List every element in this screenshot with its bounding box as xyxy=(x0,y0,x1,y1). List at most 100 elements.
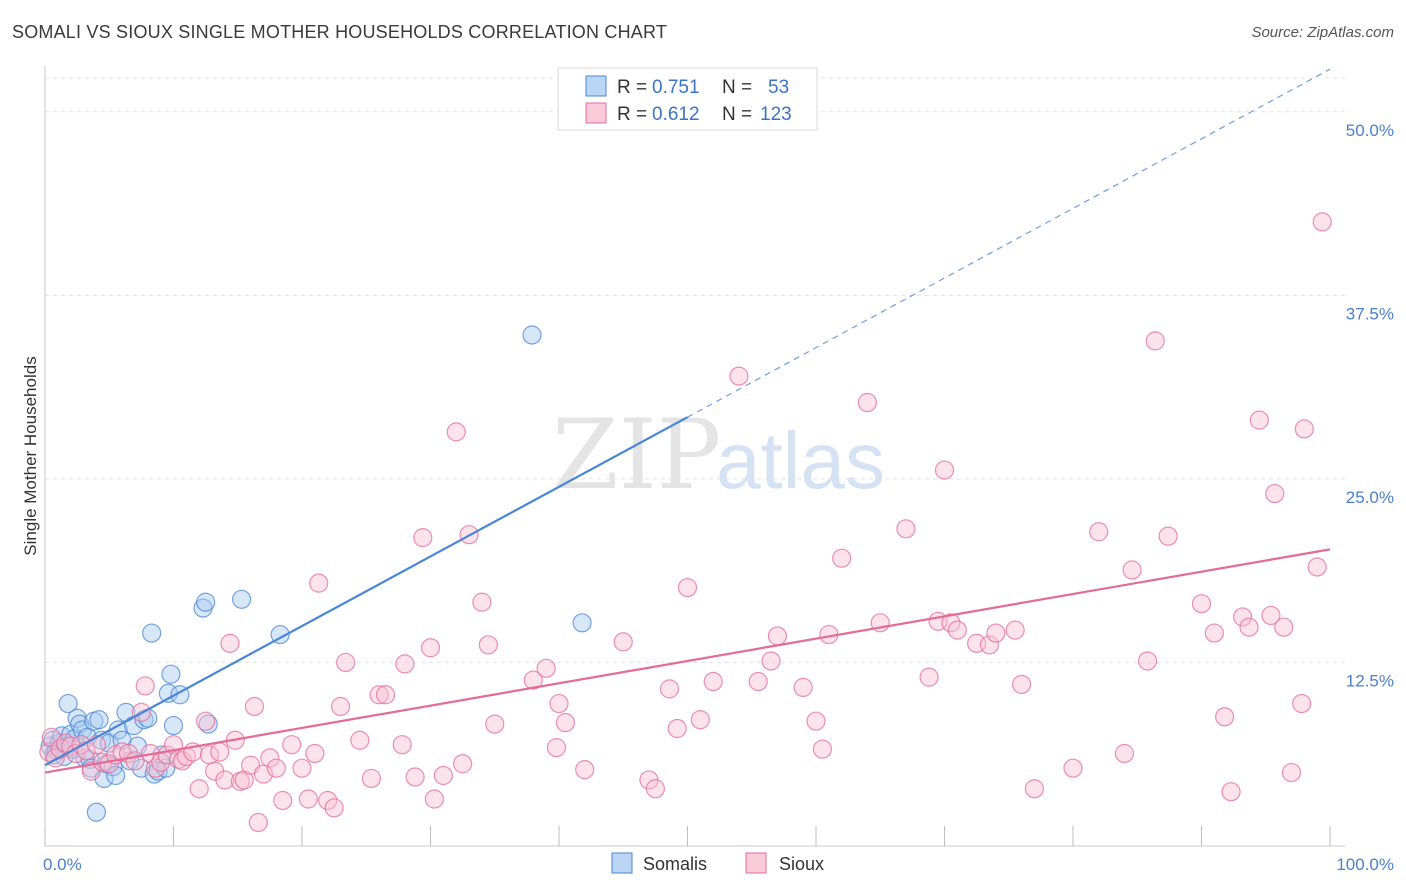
point-sioux xyxy=(1011,674,1032,695)
watermark-atlas: atlas xyxy=(716,416,885,505)
y-tick-label: 25.0% xyxy=(1346,488,1394,507)
point-sioux xyxy=(645,779,665,799)
point-sioux xyxy=(947,620,967,640)
point-sioux xyxy=(273,790,293,811)
point-sioux xyxy=(446,422,466,442)
trend-line-somalis xyxy=(44,416,689,767)
trend-line-extension-somalis xyxy=(687,68,1331,418)
point-somalis xyxy=(572,613,592,633)
point-somalis xyxy=(58,693,78,714)
point-sioux xyxy=(1158,526,1178,546)
point-sioux xyxy=(806,711,826,731)
point-sioux xyxy=(189,779,209,799)
legend-r-value-sioux: 0.612 xyxy=(652,104,700,125)
point-sioux xyxy=(667,718,687,739)
point-sioux xyxy=(244,696,265,717)
point-sioux xyxy=(703,671,723,692)
point-sioux xyxy=(330,696,351,717)
point-sioux xyxy=(298,789,319,809)
bottom-legend-swatch-somalis xyxy=(611,852,633,874)
point-sioux xyxy=(145,758,166,778)
point-sioux xyxy=(215,770,235,790)
point-sioux xyxy=(220,633,240,653)
point-sioux xyxy=(472,592,492,612)
point-sioux xyxy=(549,693,569,714)
point-sioux xyxy=(1114,743,1135,764)
legend-n-value-sioux: 123 xyxy=(760,104,792,125)
point-somalis xyxy=(270,624,290,645)
point-sioux xyxy=(318,790,338,811)
point-sioux xyxy=(793,677,813,698)
point-sioux xyxy=(375,685,396,705)
point-somalis xyxy=(161,664,181,684)
point-sioux xyxy=(1233,607,1253,627)
point-sioux xyxy=(1274,617,1294,637)
point-sioux xyxy=(196,711,216,731)
y-tick-label: 37.5% xyxy=(1346,304,1394,323)
point-somalis xyxy=(142,623,162,643)
point-sioux xyxy=(812,739,833,759)
point-sioux xyxy=(424,789,444,809)
point-sioux xyxy=(260,748,280,768)
trend-line-sioux xyxy=(44,548,1331,774)
axes xyxy=(44,66,1345,847)
watermark: ZIP atlas xyxy=(552,399,885,511)
point-sioux xyxy=(350,730,370,750)
x-tick-label-max: 100.0% xyxy=(1336,855,1394,874)
point-sioux xyxy=(613,632,633,652)
y-tick-labels: 12.5% 25.0% 37.5% 50.0% xyxy=(1346,121,1394,691)
y-tick-label: 50.0% xyxy=(1346,121,1394,140)
point-sioux xyxy=(1281,762,1302,783)
point-sioux xyxy=(761,651,781,671)
point-sioux xyxy=(767,626,788,646)
point-sioux xyxy=(1215,707,1235,727)
point-somalis xyxy=(232,589,252,609)
point-sioux xyxy=(324,798,344,818)
point-sioux xyxy=(555,713,576,733)
legend-swatch-somalis xyxy=(585,75,607,97)
legend-n-label-sioux: N = xyxy=(722,104,752,125)
point-sioux xyxy=(1089,522,1109,542)
point-somalis xyxy=(106,765,126,786)
watermark-zip: ZIP xyxy=(552,399,721,511)
point-sioux xyxy=(413,528,433,548)
point-sioux xyxy=(659,679,680,699)
point-sioux xyxy=(292,758,312,778)
point-sioux xyxy=(919,667,939,687)
point-sioux xyxy=(305,743,325,764)
bottom-legend-label-sioux: Sioux xyxy=(779,854,824,874)
point-sioux xyxy=(1005,620,1025,640)
point-sioux xyxy=(536,658,556,678)
point-somalis xyxy=(522,325,542,345)
point-sioux xyxy=(478,635,498,655)
point-sioux xyxy=(1122,560,1142,580)
trend-lines xyxy=(44,68,1331,774)
legend-r-value-somalis: 0.751 xyxy=(652,77,700,98)
point-sioux xyxy=(729,366,749,386)
point-sioux xyxy=(1191,594,1212,614)
legend-swatch-sioux xyxy=(585,102,607,124)
point-sioux xyxy=(453,754,473,774)
point-sioux xyxy=(485,714,505,734)
point-sioux xyxy=(135,676,155,696)
point-sioux xyxy=(266,758,286,778)
legend-n-value-somalis: 53 xyxy=(768,77,789,98)
point-sioux xyxy=(1204,623,1224,643)
point-sioux xyxy=(896,519,916,539)
point-somalis xyxy=(198,714,218,734)
point-sioux xyxy=(546,738,567,758)
point-sioux xyxy=(857,392,878,413)
y-tick-label: 12.5% xyxy=(1346,671,1394,690)
point-sioux xyxy=(1145,331,1165,351)
point-sioux xyxy=(1307,557,1327,577)
y-axis-label: Single Mother Households xyxy=(21,356,40,555)
point-sioux xyxy=(1239,617,1259,637)
point-sioux xyxy=(1294,419,1314,439)
legend-r-label-sioux: R = xyxy=(617,104,647,125)
bottom-legend-swatch-sioux xyxy=(745,852,767,874)
point-sioux xyxy=(986,623,1006,643)
point-sioux xyxy=(1024,779,1045,799)
point-sioux xyxy=(941,613,961,633)
bottom-legend: Somalis Sioux xyxy=(611,852,824,874)
point-sioux xyxy=(309,573,329,593)
